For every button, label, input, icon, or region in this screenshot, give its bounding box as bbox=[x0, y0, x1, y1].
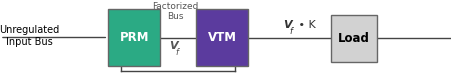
Text: PRM: PRM bbox=[120, 31, 149, 44]
Bar bbox=[196, 9, 248, 66]
Text: V: V bbox=[283, 20, 292, 30]
Text: f: f bbox=[289, 27, 292, 36]
Text: V: V bbox=[170, 41, 178, 51]
Text: Factorized
Bus: Factorized Bus bbox=[152, 2, 198, 21]
Bar bbox=[331, 15, 377, 61]
Text: VTM: VTM bbox=[207, 31, 237, 44]
Text: f: f bbox=[175, 48, 179, 57]
Text: • K: • K bbox=[295, 20, 316, 30]
Bar bbox=[108, 9, 160, 66]
Text: Load: Load bbox=[338, 32, 370, 45]
Text: Unregulated
Input Bus: Unregulated Input Bus bbox=[0, 25, 60, 47]
